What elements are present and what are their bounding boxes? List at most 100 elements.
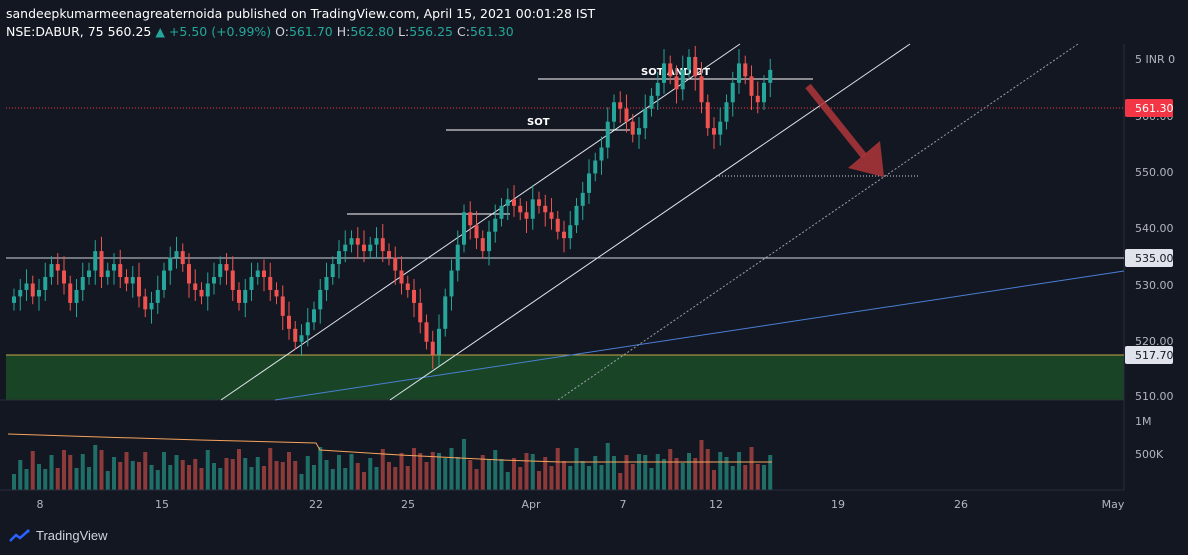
volume-bar — [618, 473, 623, 490]
candle-body — [512, 199, 516, 206]
volume-bar — [99, 450, 104, 490]
volume-bar — [337, 455, 341, 490]
candle-body — [624, 108, 629, 122]
volume-bar — [387, 462, 391, 490]
level-badge-517: 517.70 — [1125, 346, 1174, 364]
volume-bar — [530, 454, 535, 490]
candle-body — [255, 270, 260, 278]
candle-body — [305, 322, 310, 336]
volume-bar — [718, 452, 723, 490]
current-price-badge: 561.30 — [1125, 99, 1174, 117]
candle-body — [474, 225, 479, 239]
close-label: C: — [457, 24, 470, 39]
candle-body — [362, 244, 366, 252]
time-axis[interactable]: 8 15 22 25 Apr 7 12 19 26 May — [37, 498, 1125, 511]
time-tick: 19 — [831, 498, 845, 511]
close-value: 561.30 — [469, 24, 514, 39]
candle-body — [587, 173, 591, 193]
candle-body — [162, 270, 166, 290]
candle-body — [762, 82, 766, 103]
candle-body — [418, 302, 423, 323]
volume-bar — [412, 448, 416, 490]
volume-bar — [230, 459, 235, 490]
candle-body — [330, 264, 335, 278]
candle-body — [49, 264, 54, 278]
volume-bar — [124, 452, 129, 490]
candle-body — [568, 225, 573, 239]
candle-body — [324, 277, 329, 290]
price-tick: 5 INR 0 — [1135, 53, 1175, 66]
volume-bar — [362, 472, 366, 490]
volume-bar — [630, 464, 635, 490]
publisher-line: sandeepkumarmeenagreaternoida published … — [6, 5, 595, 23]
candle-body — [155, 289, 160, 303]
volume-bar — [518, 467, 523, 490]
volume-bar — [55, 468, 60, 490]
volume-bar — [430, 452, 435, 490]
volume-bar — [268, 448, 273, 490]
candle-body — [274, 289, 279, 297]
volume-bar — [37, 464, 41, 490]
volume-bar — [662, 459, 666, 490]
volume-bar — [549, 466, 554, 490]
candle-body — [724, 102, 729, 122]
volume-bar — [137, 462, 141, 490]
volume-bar — [93, 445, 98, 490]
volume-bar — [293, 461, 298, 490]
symbol-label[interactable]: NSE:DABUR, 75 — [6, 24, 104, 39]
volume-bar — [174, 455, 179, 490]
candle-body — [549, 212, 554, 219]
price-change: ▲ +5.50 (+0.99%) — [155, 24, 272, 39]
candle-body — [499, 205, 504, 219]
time-tick: 8 — [37, 498, 44, 511]
candle-body — [180, 251, 185, 265]
volume-bar — [655, 454, 660, 490]
candle-body — [12, 296, 16, 303]
candle-body — [743, 63, 748, 77]
chart[interactable]: SOT SOT AND DT 5 INR 0 560.00 550.00 540… — [0, 0, 1188, 518]
candle-body — [712, 128, 716, 135]
price-tick: 520.00 — [1135, 335, 1174, 348]
volume-moving-average — [7, 433, 772, 463]
volume-bar — [543, 457, 548, 490]
volume-bar — [768, 455, 773, 490]
publisher-name[interactable]: sandeepkumarmeenagreaternoida — [6, 6, 223, 21]
candle-body — [224, 264, 229, 271]
volume-bar — [324, 460, 329, 490]
candles — [12, 45, 773, 369]
volume-bar — [643, 455, 648, 490]
candle-body — [18, 289, 23, 297]
low-label: L: — [398, 24, 410, 39]
volume-bar — [312, 465, 316, 490]
volume-bar — [218, 468, 223, 490]
candle-body — [149, 302, 154, 310]
volume-bar — [49, 455, 54, 490]
volume-bar — [330, 469, 335, 490]
candle-body — [443, 296, 448, 329]
volume-bar — [749, 447, 754, 490]
candle-body — [112, 264, 116, 271]
time-tick: May — [1102, 498, 1125, 511]
candle-body — [749, 76, 754, 96]
volume-bar — [262, 466, 266, 490]
candle-body — [262, 270, 266, 278]
candle-body — [374, 238, 379, 245]
time-tick: 22 — [309, 498, 323, 511]
tradingview-logo[interactable]: TradingView — [8, 528, 108, 543]
candle-body — [118, 264, 123, 278]
price-tick: 540.00 — [1135, 222, 1174, 235]
volume-bar — [462, 439, 466, 490]
tradingview-logo-icon — [9, 528, 30, 542]
price-tick: 550.00 — [1135, 166, 1174, 179]
candle-body — [349, 238, 354, 245]
volume-bar — [87, 467, 91, 490]
candle-body — [680, 69, 685, 90]
volume-bar — [343, 468, 348, 490]
candle-body — [480, 238, 485, 252]
volume-bar — [724, 457, 729, 490]
candle-body — [612, 102, 616, 122]
volume-bar — [212, 463, 216, 490]
candle-body — [530, 199, 535, 219]
volume-bar — [18, 460, 23, 490]
volume-tick: 1M — [1135, 415, 1152, 428]
